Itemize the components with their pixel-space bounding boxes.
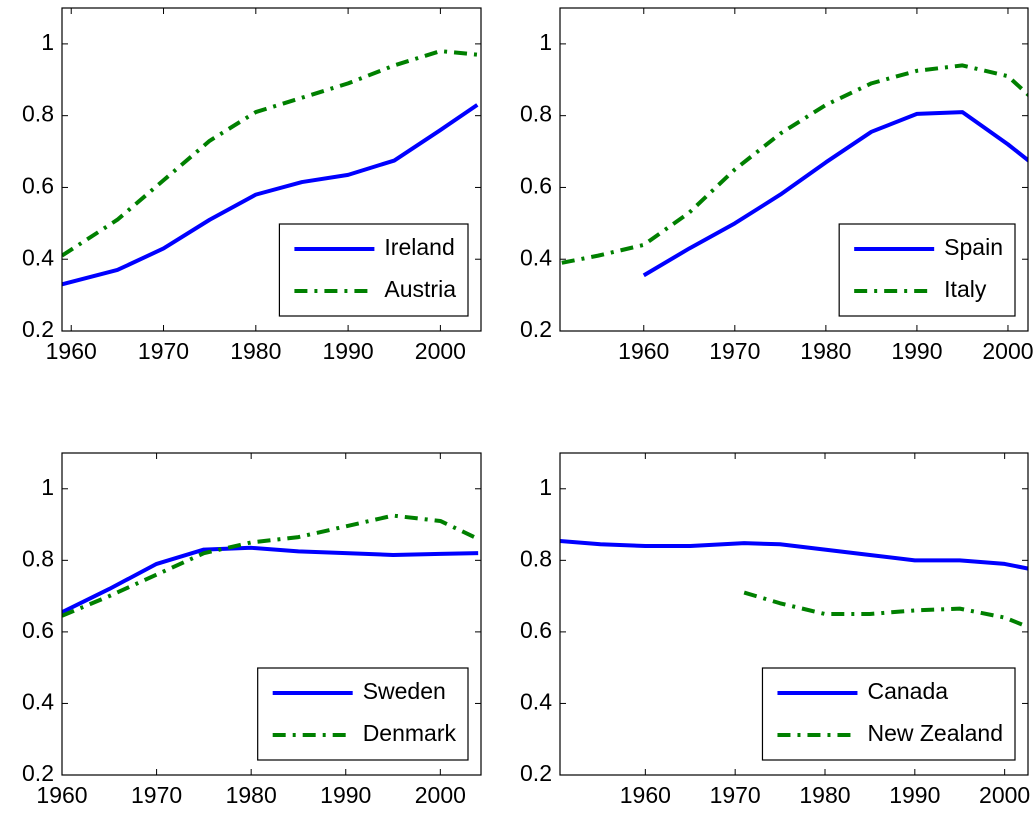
- y-tick-label: 0.6: [22, 617, 54, 643]
- y-tick-label: 0.4: [520, 689, 552, 715]
- x-tick-label: 1980: [799, 782, 850, 808]
- x-tick-label: 1980: [230, 338, 281, 364]
- subplot: 0.2 0.4 0.6 0.8 1 1960 1970 1980 1990 2000 Sweden D…: [22, 452, 482, 808]
- legend: Ireland Austria: [278, 223, 469, 317]
- plot-frame: [559, 452, 1029, 776]
- x-tick-label: 1970: [138, 338, 189, 364]
- y-tick-label: 1: [539, 29, 552, 55]
- legend-box: [257, 667, 469, 761]
- line-series: [62, 545, 479, 615]
- x-tick-label: 1970: [709, 338, 760, 364]
- subplot: 0.2 0.4 0.6 0.8 1 1960 1970 1980 1990 2000 Ireland…: [22, 7, 482, 364]
- x-tick-label: 1960: [46, 338, 97, 364]
- line-series: [62, 49, 478, 258]
- x-tick-label: 2000: [415, 338, 466, 364]
- x-tick-label: 2000: [979, 782, 1030, 808]
- legend: Sweden Denmark: [257, 667, 469, 761]
- x-tick-label: 2000: [415, 782, 466, 808]
- y-tick-label: 0.6: [520, 617, 552, 643]
- y-tick-label: 0.2: [520, 760, 552, 786]
- subplot: 0.2 0.4 0.6 0.8 1 1960 1970 1980 1990 2000 Canada N…: [520, 452, 1030, 808]
- x-tick-label: 1970: [710, 782, 761, 808]
- y-tick-label: 0.2: [22, 316, 54, 342]
- y-tick-label: 1: [41, 474, 54, 500]
- line-series: [62, 103, 479, 287]
- legend-label: Denmark: [363, 720, 457, 746]
- y-tick-label: 0.4: [22, 689, 54, 715]
- x-tick-label: 1980: [226, 782, 277, 808]
- legend-label: Canada: [867, 678, 948, 704]
- x-tick-label: 1970: [131, 782, 182, 808]
- legend-label: Spain: [944, 234, 1003, 260]
- subplot: 0.2 0.4 0.6 0.8 1 1960 1970 1980 1990 2000 Spain It…: [520, 7, 1033, 364]
- plot-frame: [559, 7, 1029, 332]
- legend-box: [278, 223, 469, 317]
- y-tick-label: 0.6: [22, 173, 54, 199]
- line-series: [743, 590, 1028, 630]
- y-tick-label: 0.8: [520, 101, 552, 127]
- y-tick-label: 0.8: [22, 101, 54, 127]
- y-tick-label: 0.8: [520, 545, 552, 571]
- line-series: [642, 110, 1028, 278]
- legend-label: Austria: [384, 276, 456, 302]
- legend: Spain Italy: [838, 223, 1016, 317]
- y-tick-label: 0.4: [22, 244, 54, 270]
- x-tick-label: 1990: [891, 338, 942, 364]
- y-tick-label: 0.4: [520, 244, 552, 270]
- line-series: [62, 513, 480, 618]
- legend-label: Italy: [944, 276, 987, 302]
- y-tick-label: 0.2: [22, 760, 54, 786]
- legend-label: Ireland: [384, 234, 454, 260]
- plot-frame: [61, 452, 482, 776]
- y-tick-label: 0.2: [520, 316, 552, 342]
- x-tick-label: 2000: [982, 338, 1033, 364]
- x-tick-label: 1980: [800, 338, 851, 364]
- legend-label: Sweden: [363, 678, 446, 704]
- y-tick-label: 1: [539, 474, 552, 500]
- y-tick-label: 0.6: [520, 173, 552, 199]
- x-tick-label: 1990: [323, 338, 374, 364]
- x-tick-label: 1960: [620, 782, 671, 808]
- legend-box: [838, 223, 1016, 317]
- y-tick-label: 0.8: [22, 545, 54, 571]
- x-tick-label: 1990: [320, 782, 371, 808]
- legend: Canada New Zealand: [761, 667, 1016, 761]
- plot-frame: [61, 7, 482, 332]
- x-tick-label: 1960: [618, 338, 669, 364]
- y-tick-label: 1: [41, 29, 54, 55]
- line-series: [560, 539, 1028, 571]
- x-tick-label: 1990: [889, 782, 940, 808]
- legend-box: [761, 667, 1016, 761]
- x-tick-label: 1960: [36, 782, 87, 808]
- legend-label: New Zealand: [867, 720, 1003, 746]
